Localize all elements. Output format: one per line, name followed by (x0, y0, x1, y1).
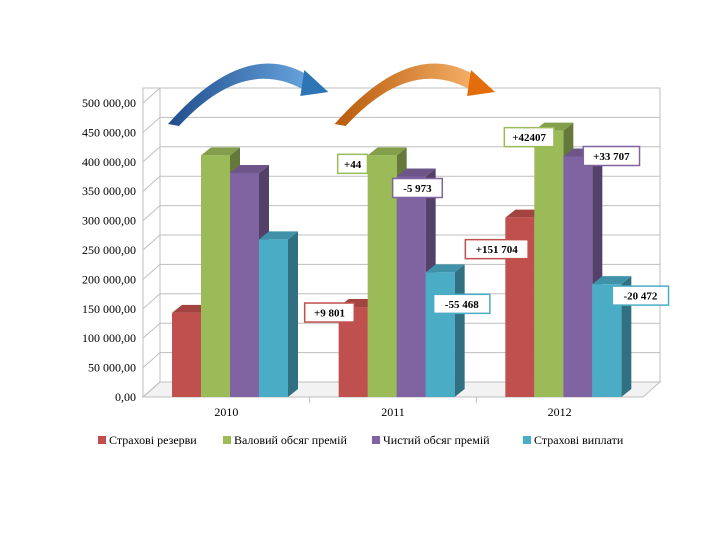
gridline (142, 205, 660, 221)
annotation-label: +44 (344, 159, 362, 171)
bar-side (454, 264, 465, 397)
y-tick-label: 0,00 (115, 390, 136, 404)
bar-top (592, 276, 632, 285)
legend-item: Чистий обсяг премій (372, 433, 490, 447)
bar-top (367, 147, 407, 156)
y-tick-label: 50 000,00 (88, 361, 136, 375)
bar-side (288, 231, 298, 397)
change-annotation: -20 472 (611, 285, 670, 306)
bar-front (367, 155, 397, 397)
bar-front (396, 176, 426, 397)
x-category-label: 2011 (381, 405, 405, 419)
y-tick-label: 300 000,00 (82, 214, 136, 228)
bar (259, 231, 298, 397)
legend-item: Валовий обсяг премій (223, 433, 347, 447)
gridline (142, 381, 660, 398)
annotation-label: +151 704 (476, 244, 519, 256)
annotation-label: +33 707 (593, 151, 630, 163)
annotation-box (464, 238, 529, 260)
bar-front (230, 172, 259, 397)
y-tick-label: 350 000,00 (82, 184, 136, 198)
change-annotation: +44 (336, 153, 369, 175)
bar-top (425, 264, 465, 273)
y-tick-label: 100 000,00 (82, 331, 136, 345)
trend-arrow (334, 63, 495, 126)
change-annotation: -5 973 (391, 177, 444, 199)
annotation-box (432, 293, 491, 315)
legend-swatch (372, 436, 380, 444)
x-category-label: 2012 (548, 405, 572, 419)
bars (172, 122, 632, 398)
gridline (142, 263, 660, 280)
annotation-box (503, 126, 555, 148)
y-tick-label: 150 000,00 (82, 302, 136, 316)
gridline (142, 234, 660, 251)
gridline (142, 116, 660, 133)
bar-top (396, 168, 436, 177)
annotation-label: -55 468 (445, 299, 479, 311)
annotation-box (303, 302, 356, 323)
gridline (142, 293, 660, 310)
annotation-box (582, 145, 641, 167)
change-annotation: +33 707 (582, 145, 641, 167)
legend-label: Чистий обсяг премій (383, 433, 490, 447)
y-tick-label: 500 000,00 (82, 96, 136, 110)
change-annotation: +151 704 (464, 238, 529, 260)
gridline (142, 146, 660, 163)
legend-label: Валовий обсяг премій (234, 433, 347, 447)
bar-front (201, 155, 230, 397)
bar-side (621, 276, 632, 397)
y-tick-label: 400 000,00 (82, 155, 136, 169)
legend-item: Страхові резерви (98, 433, 197, 447)
change-annotation: +42407 (503, 126, 555, 148)
annotation-label: -20 472 (623, 291, 657, 303)
legend-label: Страхові виплати (534, 433, 624, 447)
bar-front (172, 312, 201, 397)
y-tick-label: 450 000,00 (82, 125, 136, 139)
bar (425, 264, 465, 397)
y-tick-label: 250 000,00 (82, 243, 136, 257)
y-axis-ticks: 0,00 50 000,00 100 000,00 150 000,00 200 000… (82, 96, 136, 404)
annotation-label: +9 801 (314, 308, 345, 320)
change-annotation: -55 468 (432, 293, 491, 315)
annotation-box (611, 285, 670, 306)
annotation-box (391, 177, 444, 199)
arrow-head (467, 70, 495, 96)
y-tick-label: 200 000,00 (82, 272, 136, 286)
bar-front (259, 239, 288, 397)
bar-top (201, 147, 240, 156)
x-axis-categories: 2010 2011 2012 (143, 396, 643, 419)
bar-front (534, 130, 564, 398)
bar-top (259, 231, 298, 240)
gridline (142, 175, 660, 192)
change-annotations: +9 801 +44 -5 973 -55 468 +151 704 +42407 +33 … (303, 126, 670, 323)
trend-arrow (168, 63, 329, 126)
legend-label: Страхові резерви (109, 433, 197, 447)
arrow-body (334, 63, 479, 126)
annotation-box (336, 153, 369, 175)
legend-swatch (98, 436, 106, 444)
legend-swatch (523, 436, 531, 444)
bar-front (425, 272, 455, 397)
x-category-label: 2010 (214, 405, 238, 419)
annotation-label: -5 973 (403, 183, 432, 195)
gridline (142, 322, 660, 339)
gridline (142, 352, 660, 368)
arrow-head (300, 70, 329, 96)
gridline (142, 87, 660, 104)
legend-swatch (223, 436, 231, 444)
bar-front (563, 156, 593, 397)
trend-arrows (168, 63, 495, 126)
gridlines (142, 87, 660, 398)
arrow-body (168, 63, 313, 126)
annotation-label: +42407 (512, 132, 546, 144)
legend-item: Страхові виплати (523, 433, 624, 447)
legend: Страхові резерви Валовий обсяг премій Чист… (98, 433, 624, 447)
bar-top (230, 164, 269, 173)
bar (563, 148, 603, 397)
change-annotation: +9 801 (303, 302, 356, 323)
